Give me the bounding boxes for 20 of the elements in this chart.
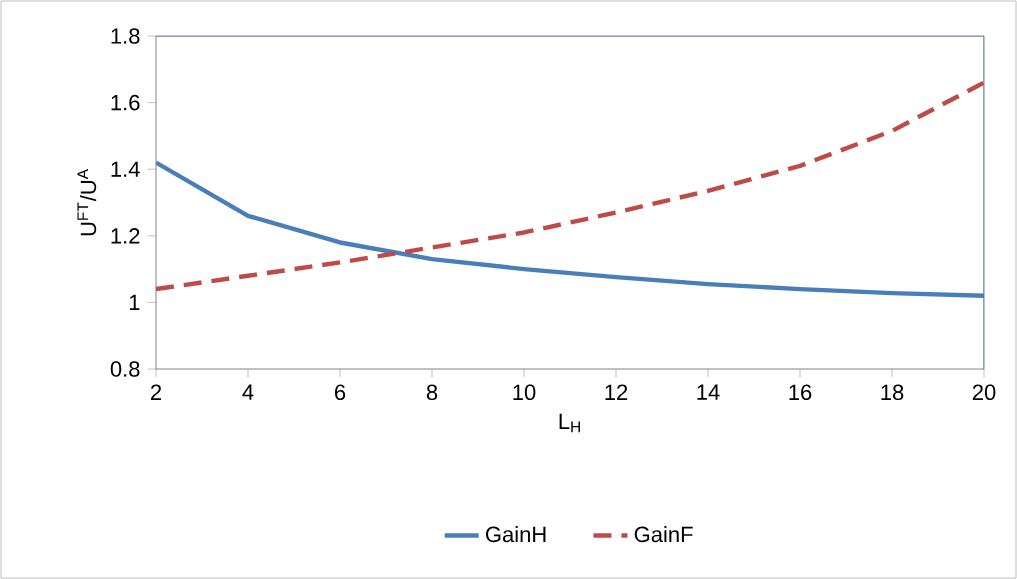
y-tick-label: 1.6: [111, 94, 140, 111]
y-tick-label: 1.2: [111, 228, 140, 244]
x-tick-label: 2: [150, 384, 162, 400]
y-tick-label: 0.8: [110, 361, 140, 377]
x-tick-label: 14: [697, 384, 720, 400]
x-tick-label: 18: [881, 384, 904, 401]
x-tick-label: 8: [426, 384, 438, 401]
x-tick-label: 4: [242, 384, 254, 400]
x-tick-label: 6: [335, 384, 346, 401]
legend-label: GainF: [634, 526, 693, 543]
x-tick-label: 20: [972, 384, 996, 401]
y-tick-label: 1.4: [111, 161, 140, 177]
x-tick-label: 10: [513, 384, 536, 401]
x-tick-label: 12: [605, 384, 628, 400]
y-tick-label: 1.8: [111, 28, 140, 44]
y-tick-label: 1: [129, 294, 140, 310]
x-axis-title: L$_{H}$: [559, 413, 580, 433]
legend-label: GainH: [485, 526, 546, 543]
y-axis-title: U$^{FT}$/U$^{A}$: [77, 169, 97, 236]
x-tick-label: 16: [789, 384, 812, 401]
